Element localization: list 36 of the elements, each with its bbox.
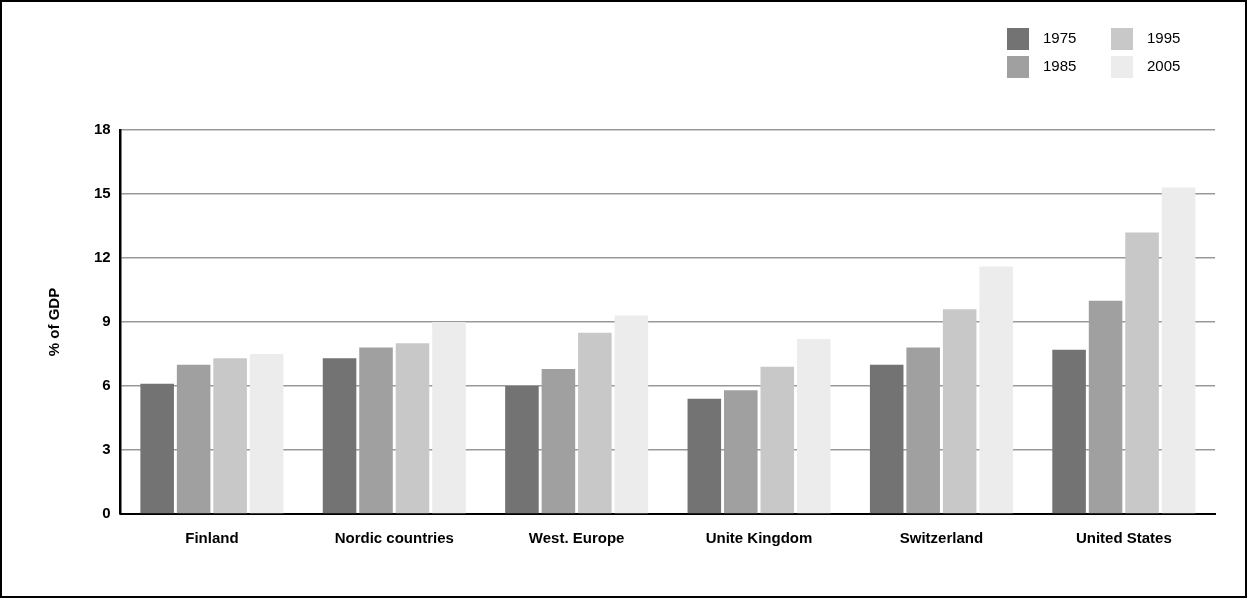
- x-tick-label: Switzerland: [899, 529, 984, 547]
- x-tick-label: Finland: [185, 529, 239, 547]
- bar: [687, 398, 722, 514]
- bar: [942, 309, 977, 514]
- bar: [322, 358, 357, 514]
- bar: [869, 364, 904, 514]
- bar: [1161, 187, 1196, 514]
- bar: [1052, 349, 1086, 514]
- bar: [432, 322, 466, 514]
- bar: [578, 332, 612, 514]
- legend-label: 1985: [1043, 57, 1077, 75]
- y-tick-label: 9: [102, 312, 111, 330]
- legend-label: 2005: [1147, 57, 1181, 75]
- y-axis-title: % of GDP: [45, 287, 63, 357]
- y-tick-label: 6: [102, 376, 111, 394]
- bar: [760, 366, 795, 514]
- x-tick-label: West. Europe: [528, 529, 625, 547]
- bar: [979, 266, 1013, 514]
- y-tick-label: 18: [94, 120, 111, 138]
- y-tick-label: 0: [102, 504, 111, 522]
- x-tick-label: Unite Kingdom: [705, 529, 813, 547]
- y-tick-label: 12: [94, 248, 111, 266]
- bar: [1125, 232, 1159, 514]
- x-tick-label: Nordic countries: [334, 529, 454, 547]
- x-tick-label: United States: [1075, 529, 1172, 547]
- bar: [213, 358, 247, 514]
- bar: [614, 315, 649, 514]
- bar: [395, 343, 430, 514]
- legend-label: 1995: [1147, 29, 1181, 47]
- legend-label: 1975: [1043, 29, 1077, 47]
- bar: [140, 383, 174, 514]
- bar: [249, 354, 284, 514]
- y-tick-label: 15: [94, 184, 111, 202]
- y-tick-label: 3: [102, 440, 111, 458]
- bar: [796, 339, 831, 514]
- bar: [505, 386, 539, 514]
